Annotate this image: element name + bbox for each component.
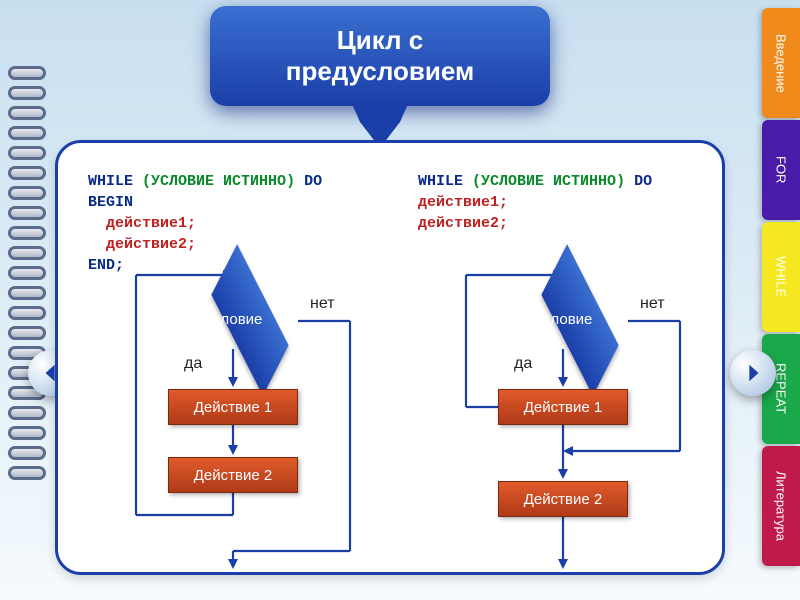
code-block-right: WHILE (УСЛОВИЕ ИСТИННО) DO действие1; де… [418, 171, 652, 234]
title-line-1: Цикл с [210, 25, 550, 56]
code-block-left: WHILE (УСЛОВИЕ ИСТИННО) DO BEGIN действи… [88, 171, 322, 276]
flowchart-left: условие да нет Действие 1 Действие 2 [88, 263, 388, 563]
tab-intro[interactable]: Введение [762, 8, 800, 118]
spiral-binding [8, 60, 48, 486]
action2-box: Действие 2 [498, 481, 628, 517]
next-button[interactable] [730, 350, 776, 396]
content-card: WHILE (УСЛОВИЕ ИСТИННО) DO BEGIN действи… [55, 140, 725, 575]
yes-label: да [514, 355, 532, 373]
condition-label: условие [174, 311, 294, 328]
action1-box: Действие 1 [498, 389, 628, 425]
tab-while[interactable]: WHILE [762, 222, 800, 332]
no-label: нет [640, 295, 665, 313]
yes-label: да [184, 355, 202, 373]
condition-label: условие [504, 311, 624, 328]
kw-while: WHILE [88, 173, 142, 190]
side-tabs: Введение FOR WHILE REPEAT Литература [762, 8, 800, 588]
flowchart-right: условие да нет Действие 1 Действие 2 [418, 263, 718, 563]
action2-box: Действие 2 [168, 457, 298, 493]
action1-box: Действие 1 [168, 389, 298, 425]
page-title: Цикл с предусловием [210, 6, 550, 106]
title-line-2: предусловием [210, 56, 550, 87]
tab-for[interactable]: FOR [762, 120, 800, 220]
no-label: нет [310, 295, 335, 313]
tab-lit[interactable]: Литература [762, 446, 800, 566]
